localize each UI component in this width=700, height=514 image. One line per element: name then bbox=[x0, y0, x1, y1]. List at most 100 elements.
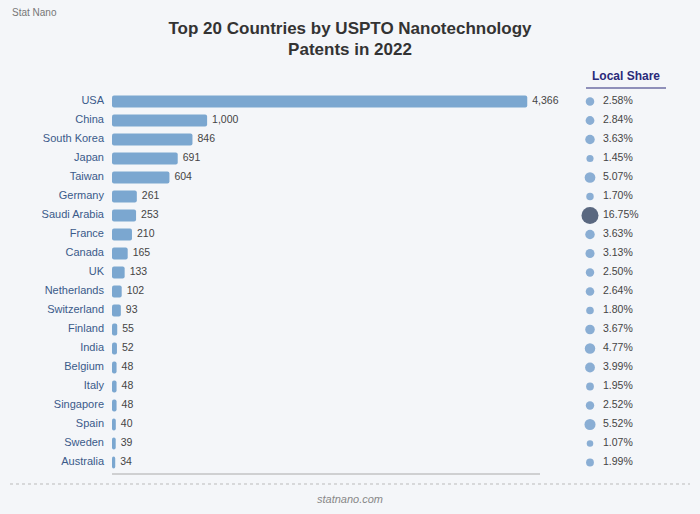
data-label: 34 bbox=[120, 455, 132, 467]
category-label: Netherlands bbox=[45, 284, 105, 296]
data-label: 48 bbox=[122, 379, 134, 391]
bar bbox=[112, 419, 116, 431]
share-dot bbox=[586, 155, 593, 162]
share-label: 2.52% bbox=[603, 398, 633, 410]
category-label: UK bbox=[89, 265, 105, 277]
share-label: 5.52% bbox=[603, 417, 633, 429]
share-dot bbox=[586, 383, 594, 391]
share-label: 2.84% bbox=[603, 113, 633, 125]
category-label: Belgium bbox=[64, 360, 104, 372]
share-dot bbox=[586, 459, 594, 467]
share-dot bbox=[585, 249, 594, 258]
category-label: Singapore bbox=[54, 398, 104, 410]
bar bbox=[112, 96, 527, 108]
share-label: 2.64% bbox=[603, 284, 633, 296]
data-label: 39 bbox=[121, 436, 133, 448]
data-label: 102 bbox=[127, 284, 145, 296]
category-label: Canada bbox=[65, 246, 104, 258]
category-label: Switzerland bbox=[47, 303, 104, 315]
data-label: 253 bbox=[141, 208, 159, 220]
category-label: Finland bbox=[68, 322, 104, 334]
bar bbox=[112, 362, 117, 374]
category-label: Italy bbox=[84, 379, 105, 391]
data-label: 48 bbox=[122, 360, 134, 372]
share-dot bbox=[586, 401, 594, 409]
data-label: 604 bbox=[174, 170, 192, 182]
category-label: China bbox=[75, 113, 105, 125]
share-dot bbox=[585, 135, 595, 145]
bar bbox=[112, 305, 121, 317]
share-dot bbox=[586, 307, 594, 315]
share-label: 1.80% bbox=[603, 303, 633, 315]
data-label: 846 bbox=[197, 132, 215, 144]
data-label: 210 bbox=[137, 227, 155, 239]
data-label: 55 bbox=[122, 322, 134, 334]
share-dot bbox=[585, 172, 596, 183]
share-dot bbox=[585, 343, 595, 353]
category-label: Taiwan bbox=[70, 170, 104, 182]
share-label: 3.13% bbox=[603, 246, 633, 258]
share-label: 3.67% bbox=[603, 322, 633, 334]
share-label: 4.77% bbox=[603, 341, 633, 353]
data-label: 48 bbox=[122, 398, 134, 410]
separator bbox=[10, 484, 690, 485]
data-label: 1,000 bbox=[212, 113, 238, 125]
bar bbox=[112, 286, 122, 298]
category-label: France bbox=[70, 227, 104, 239]
category-label: India bbox=[80, 341, 105, 353]
share-dot bbox=[586, 193, 593, 200]
data-label: 40 bbox=[121, 417, 133, 429]
data-label: 691 bbox=[183, 151, 201, 163]
category-label: South Korea bbox=[43, 132, 105, 144]
share-dot bbox=[585, 363, 595, 373]
axis-line bbox=[112, 474, 540, 475]
share-label: 3.63% bbox=[603, 227, 633, 239]
bars bbox=[112, 96, 527, 469]
bar bbox=[112, 400, 117, 412]
share-label: 16.75% bbox=[603, 208, 639, 220]
share-dot bbox=[587, 440, 594, 447]
share-label: 3.99% bbox=[603, 360, 633, 372]
column-header: Local Share bbox=[592, 69, 660, 83]
share-label: 2.50% bbox=[603, 265, 633, 277]
share-dot bbox=[585, 230, 595, 240]
share-label: 1.95% bbox=[603, 379, 633, 391]
data-label: 4,366 bbox=[532, 94, 558, 106]
share-dot bbox=[586, 116, 595, 125]
bar bbox=[112, 134, 192, 146]
share-label: 1.99% bbox=[603, 455, 633, 467]
bar bbox=[112, 324, 117, 336]
bar bbox=[112, 248, 128, 260]
data-label: 261 bbox=[142, 189, 160, 201]
share-label: 1.70% bbox=[603, 189, 633, 201]
data-label: 165 bbox=[133, 246, 151, 258]
bar bbox=[112, 381, 117, 393]
category-label: Saudi Arabia bbox=[42, 208, 105, 220]
bar bbox=[112, 115, 207, 127]
share-label: 1.07% bbox=[603, 436, 633, 448]
bar bbox=[112, 267, 125, 279]
bar bbox=[112, 343, 117, 355]
category-label: Spain bbox=[76, 417, 104, 429]
share-dot bbox=[584, 419, 595, 430]
share-dot bbox=[586, 97, 594, 105]
labels: USA4,366China1,000South Korea846Japan691… bbox=[42, 94, 639, 467]
share-label: 1.45% bbox=[603, 151, 633, 163]
category-label: USA bbox=[81, 94, 104, 106]
category-label: Germany bbox=[59, 189, 105, 201]
bar bbox=[112, 229, 132, 241]
share-dot bbox=[586, 287, 595, 296]
annotation: Stat Nano bbox=[12, 7, 57, 18]
data-label: 52 bbox=[122, 341, 134, 353]
chart: Top 20 Countries by USPTO Nanotechnology… bbox=[0, 0, 700, 514]
watermark: statnano.com bbox=[317, 493, 383, 505]
title: Top 20 Countries by USPTO Nanotechnology… bbox=[168, 19, 532, 59]
share-label: 5.07% bbox=[603, 170, 633, 182]
data-label: 133 bbox=[130, 265, 148, 277]
share-dot bbox=[586, 268, 594, 276]
share-label: 2.58% bbox=[603, 94, 633, 106]
share-dot bbox=[585, 325, 595, 335]
category-label: Australia bbox=[61, 455, 105, 467]
bar bbox=[112, 153, 178, 165]
bar bbox=[112, 210, 136, 222]
